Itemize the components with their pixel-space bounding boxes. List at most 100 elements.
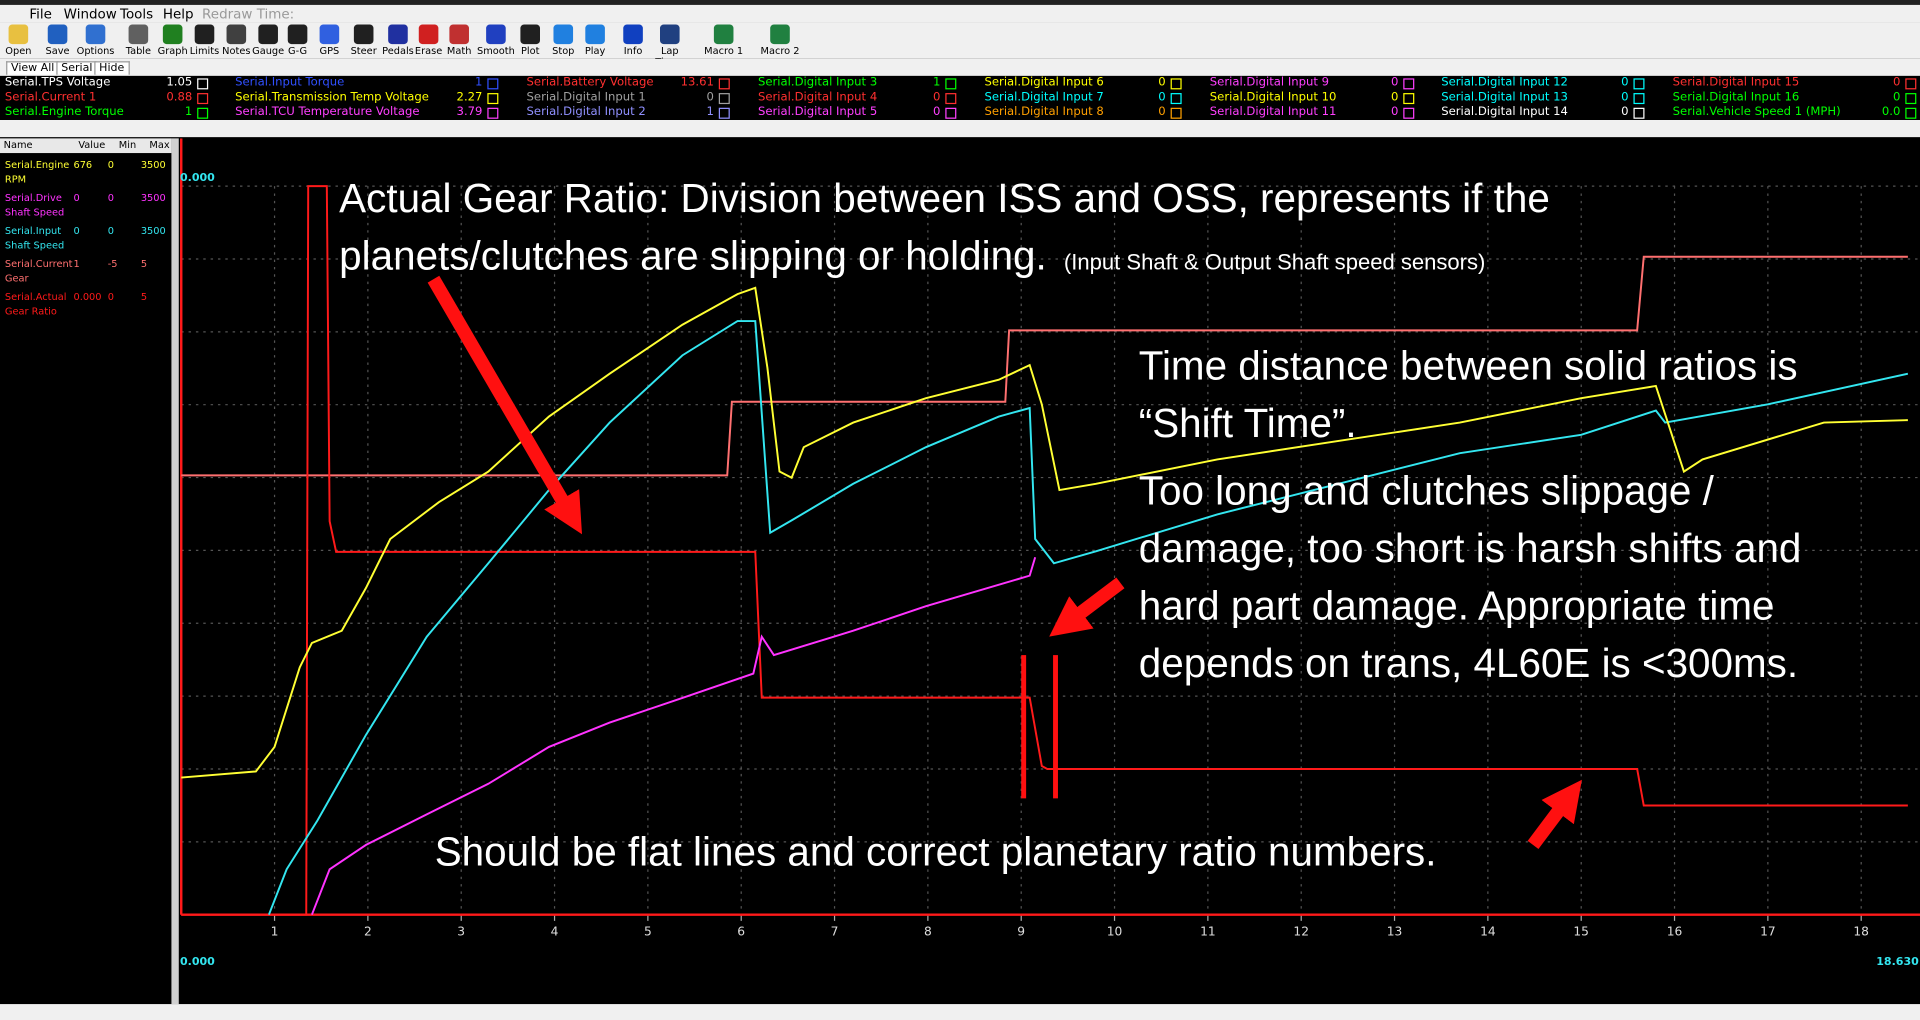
menu-item[interactable]: Help [162,6,194,23]
channel-checkbox[interactable] [945,93,957,105]
menu-item[interactable]: Window [63,6,117,23]
toolbar-button[interactable]: Notes [212,24,261,56]
x-tick-label: 15 [1573,925,1589,939]
channel-value: 0 [706,90,714,105]
channel-name: Serial.Digital Input 3 [757,75,878,90]
tab-bar: View All Serial Hide [0,58,1920,76]
toolbar-label: Gauge [252,45,285,57]
toolbar-button[interactable]: Stop [539,24,588,56]
toolbar-button[interactable]: Save [33,24,82,56]
menu-item[interactable]: File [29,6,52,23]
toolbar-icon [486,24,506,45]
channel-value: 0 [1390,90,1399,105]
channel-checkbox[interactable] [1170,93,1182,105]
toolbar-button[interactable]: Info [609,24,658,56]
toolbar-button[interactable]: Math [435,24,484,56]
toolbar-button[interactable]: Open [0,24,43,56]
channel-checkbox[interactable] [1905,78,1917,90]
channel-checkbox[interactable] [1170,107,1182,119]
toolbar-button[interactable]: Limits [180,24,229,56]
toolbar-button[interactable]: Erase [404,24,453,56]
channel-checkbox[interactable] [718,78,730,90]
scrollbar[interactable] [0,120,1920,138]
splitter[interactable] [171,138,179,1005]
channel-checkbox[interactable] [1170,78,1182,90]
annotation-line: Should be flat lines and correct planeta… [434,828,1437,875]
channel-checkbox[interactable] [1633,107,1645,119]
toolbar-label: Steer [350,45,377,57]
channel-name: Serial.Digital Input 12 [1441,75,1568,90]
toolbar-button[interactable]: Smooth [471,24,520,56]
legend-min: 0 [107,192,114,204]
channel-value: 0 [1390,75,1399,90]
x-tick-label: 10 [1107,925,1123,939]
x-tick-label: 2 [364,925,372,939]
channel-checkbox[interactable] [718,93,730,105]
channel-checkbox[interactable] [1633,78,1645,90]
channel-value: 1.05 [166,75,193,90]
channel-checkbox[interactable] [1403,93,1415,105]
x-tick-label: 17 [1760,925,1776,939]
legend-min: 0 [107,291,114,303]
toolbar-button[interactable]: G-G [273,24,322,56]
toolbar-button[interactable]: Macro 2 [756,24,805,56]
channel-checkbox[interactable] [197,78,209,90]
toolbar-button[interactable]: Gauge [244,24,293,56]
x-tick-label: 3 [457,925,465,939]
tab[interactable]: Hide [94,61,130,75]
channel-checkbox[interactable] [945,107,957,119]
toolbar-button[interactable]: Options [71,24,120,56]
tab[interactable]: Serial [56,61,98,75]
annotation-line: “Shift Time”. [1138,400,1357,446]
channel-name: Serial.Digital Input 7 [984,90,1104,105]
channel-checkbox[interactable] [1403,78,1415,90]
toolbar-button[interactable]: Steer [339,24,388,56]
toolbar-button[interactable]: Table [114,24,163,56]
channel-value: 1 [184,105,193,119]
channel-checkbox[interactable] [1633,93,1645,105]
title-bar [0,0,1920,5]
legend-header-cell: Max [149,139,170,151]
channel-value: 0 [1158,105,1166,119]
legend-max: 3500 [140,192,166,204]
channel-value: 13.61 [680,75,714,90]
toolbar-button[interactable]: Plot [506,24,555,56]
channel-checkbox[interactable] [945,78,957,90]
legend-min: 0 [107,225,114,237]
channel-checkbox[interactable] [487,107,499,119]
channel-checkbox[interactable] [1403,107,1415,119]
menu-item[interactable]: Tools [120,6,154,23]
x-tick-label: 8 [924,925,932,939]
toolbar-label: Math [446,45,472,57]
channel-name: Serial.Digital Input 2 [526,105,646,119]
x-tick-label: 18 [1853,925,1869,939]
tab[interactable]: View All [6,61,60,75]
legend-header-cell: Min [118,139,137,151]
channel-checkbox[interactable] [197,107,209,119]
toolbar-button[interactable]: Graph [148,24,197,56]
toolbar-icon [226,24,247,45]
channel-name: Serial.Digital Input 10 [1209,90,1337,105]
channel-checkbox[interactable] [487,78,499,90]
toolbar-button[interactable]: Macro 1 [699,24,748,56]
channel-name: Serial.Digital Input 6 [984,75,1104,90]
toolbar-button[interactable]: GPS [305,24,354,56]
channel-checkbox[interactable] [1905,93,1917,105]
legend-max: 3500 [140,225,166,237]
toolbar-button[interactable]: Pedals [373,24,422,56]
toolbar-label: Limits [189,45,220,57]
toolbar-icon [258,24,278,45]
channel-value: 0.0 [1881,105,1901,119]
channel-checkbox[interactable] [718,107,730,119]
annotation-line: planets/clutches are slipping or holding… [339,232,1486,278]
bottom-scrollbar[interactable] [0,1004,1920,1020]
legend-name: Serial.Drive Shaft Speed [4,192,65,218]
channel-checkbox[interactable] [197,93,209,105]
channel-checkbox[interactable] [487,93,499,105]
toolbar-icon [162,24,183,45]
channel-checkbox[interactable] [1905,107,1917,119]
channel-value: 1 [706,105,714,119]
toolbar-button[interactable]: Play [571,24,620,56]
